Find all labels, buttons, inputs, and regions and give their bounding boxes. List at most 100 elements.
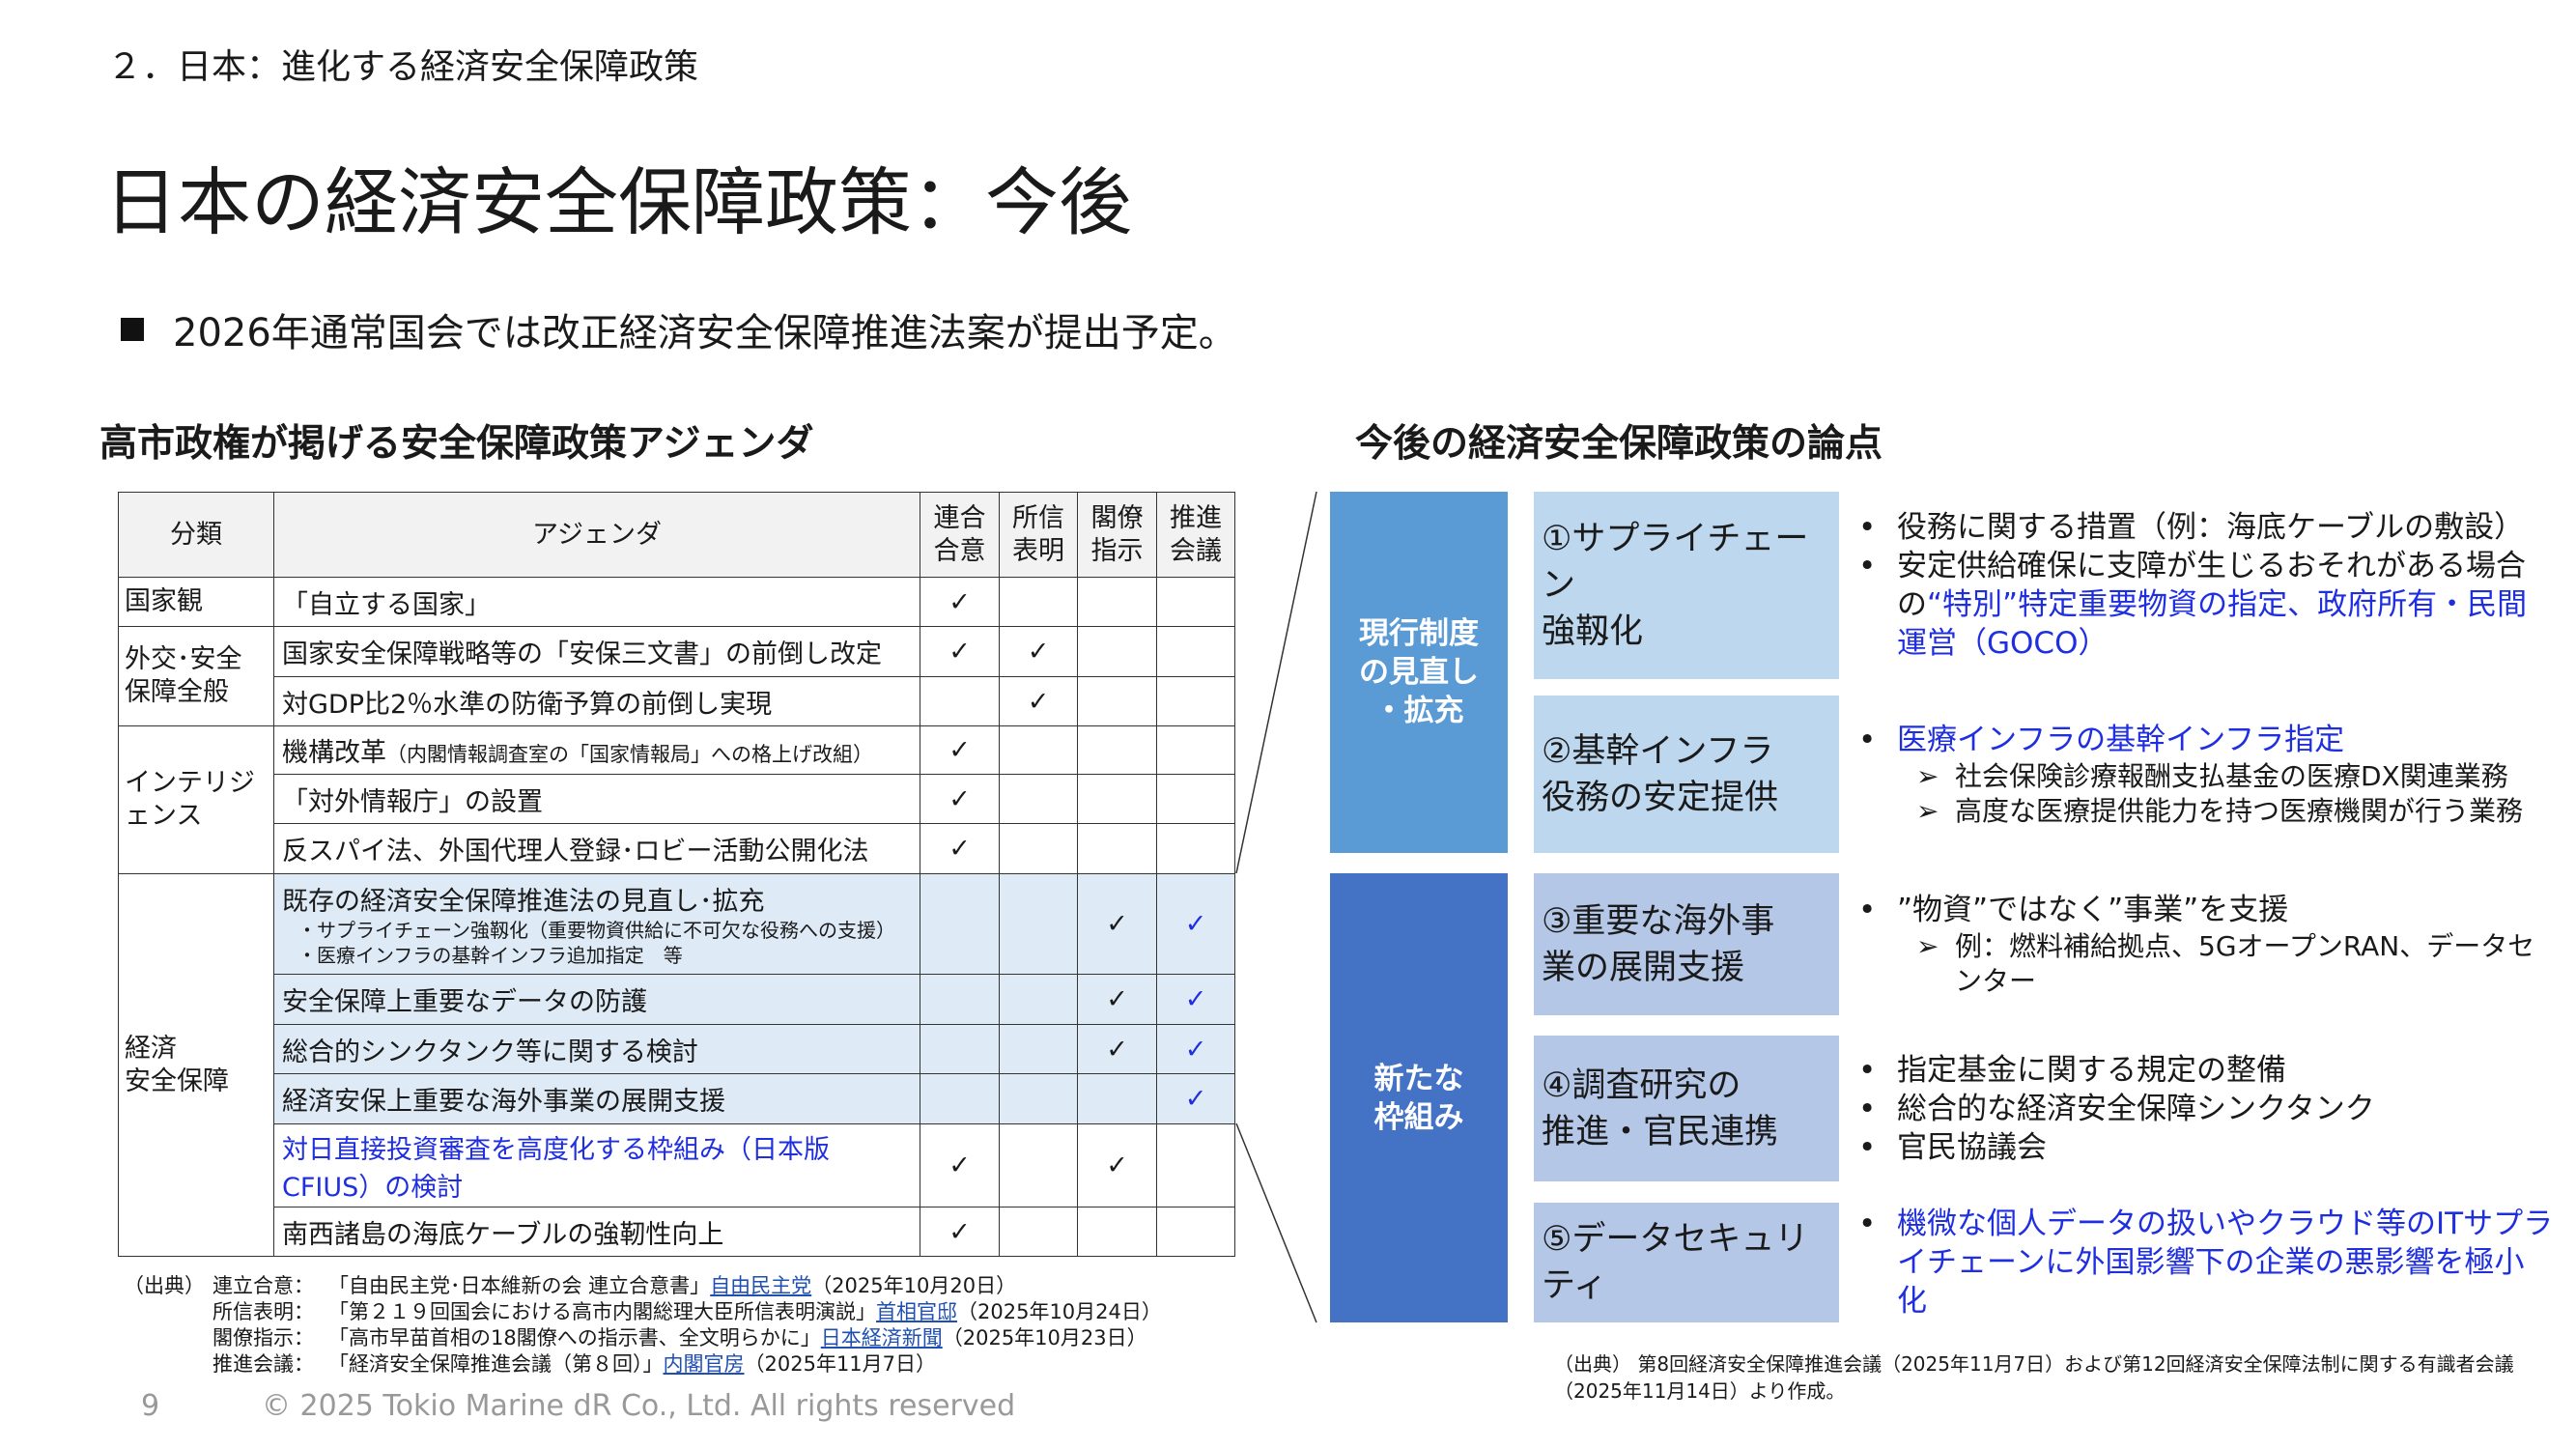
agenda-cell: 経済安保上重要な海外事業の展開支援 [273, 1073, 920, 1124]
agenda-text: 「自立する国家」 [282, 589, 491, 620]
topic-box: ⑤データセキュリティ [1534, 1203, 1839, 1322]
category-cell: 外交･安全保障全般 [118, 626, 274, 726]
check-cell: ✓ [920, 1207, 1000, 1257]
detail-bullet: ”物資”ではなく”事業”を支援 [1858, 891, 2554, 929]
check-cell [1077, 774, 1157, 824]
check-cell: ✓ [920, 626, 1000, 677]
check-cell: ✓ [999, 676, 1078, 726]
column-header: 閣僚 指示 [1077, 492, 1157, 578]
connector-bottom [1235, 1122, 1317, 1323]
detail-subitem: 社会保険診療報酬支払基金の医療DX関連業務 [1858, 759, 2554, 794]
agenda-subitem: ・サプライチェーン強靱化（重要物資供給に不可欠な役務への支援） [297, 919, 895, 942]
source-text: 「自由民主党･日本維新の会 連立合意書」 [328, 1274, 711, 1297]
topic-box: ①サプライチェーン 強靱化 [1534, 492, 1839, 679]
source-key: 閣僚指示： [212, 1326, 314, 1350]
source-text: 「高市早苗首相の18閣僚への指示書、全文明らかに」 [328, 1326, 821, 1350]
agenda-cell: 既存の経済安全保障推進法の見直し･拡充 ・サプライチェーン強靱化（重要物資供給に不… [273, 873, 920, 975]
agenda-text: 経済安保上重要な海外事業の展開支援 [282, 1087, 725, 1117]
check-cell [999, 1207, 1078, 1257]
group-new-framework: 新たな 枠組み [1330, 873, 1508, 1322]
left-sources: （出典） 連立合意： 「自由民主党･日本維新の会 連立合意書」 自由民主党 （2025年… [124, 1273, 1162, 1378]
agenda-text: 国家安全保障戦略等の「安保三文書」の前倒し改定 [282, 639, 882, 669]
detail-text: 役務に関する措置（例：海底ケーブルの敷設） [1897, 510, 2525, 545]
copyright: © 2025 Tokio Marine dR Co., Ltd. All rig… [262, 1389, 1016, 1423]
topic-box: ②基幹インフラ 役務の安定提供 [1534, 696, 1839, 853]
detail-text: 総合的な経済安全保障シンクタンク [1897, 1091, 2375, 1126]
table-row: 外交･安全保障全般 国家安全保障戦略等の「安保三文書」の前倒し改定 ✓ ✓ [118, 626, 1235, 726]
detail-highlight: 医療インフラの基幹インフラ指定 [1897, 722, 2345, 757]
source-row: 推進会議： 「経済安全保障推進会議（第８回）」 内閣官房 （2025年11月7日） [124, 1351, 1162, 1378]
check-cell [1077, 1073, 1157, 1124]
check-cell: ✓ [1077, 1123, 1157, 1208]
page-title: 日本の経済安全保障政策：今後 [104, 159, 1132, 245]
table-row: 安全保障上重要なデータの防護 ✓ ✓ [119, 974, 1235, 1025]
category-cell: インテリジェンス [118, 725, 274, 874]
connector-top [1235, 491, 1317, 874]
source-row: 所信表明： 「第２１９回国会における高市内閣総理大臣所信表明演説」 首相官邸 （202… [124, 1299, 1162, 1325]
detail-subitem: 例：燃料補給拠点、5GオープンRAN、データセンター [1858, 929, 2554, 999]
check-cell: ✓ [920, 725, 1000, 775]
check-cell [1156, 626, 1235, 677]
check-cell: ✓ [1156, 974, 1235, 1025]
check-cell: ✓ [1156, 873, 1235, 975]
agenda-cell: 「対外情報庁」の設置 [273, 774, 920, 824]
agenda-text: 南西諸島の海底ケーブルの強靭性向上 [282, 1219, 724, 1250]
detail-bullet: 総合的な経済安全保障シンクタンク [1858, 1090, 2554, 1128]
agenda-cell: 機構改革（内閣情報調査室の「国家情報局」への格上げ改組） [273, 725, 920, 775]
agenda-text: 「対外情報庁」の設置 [282, 786, 543, 817]
check-cell [1156, 577, 1235, 627]
table-row: 反スパイ法、外国代理人登録･ロビー活動公開化法 ✓ [119, 823, 1235, 874]
lead-text: 2026年通常国会では改正経済安全保障推進法案が提出予定。 [173, 311, 1237, 355]
source-key: 所信表明： [212, 1300, 314, 1323]
source-link[interactable]: 内閣官房 [663, 1352, 745, 1376]
source-link[interactable]: 日本経済新聞 [820, 1326, 943, 1350]
check-cell: ✓ [920, 577, 1000, 627]
agenda-cell: 「自立する国家」 [273, 577, 920, 627]
topic-details: 機微な個人データの扱いやクラウド等のITサプライチェーンに外国影響下の企業の悪影… [1858, 1203, 2554, 1322]
check-cell [999, 873, 1078, 975]
agenda-text: 安全保障上重要なデータの防護 [282, 987, 647, 1017]
topic-box: ④調査研究の 推進・官民連携 [1534, 1036, 1839, 1181]
check-cell [920, 974, 1000, 1025]
source-text: 「経済安全保障推進会議（第８回）」 [328, 1352, 664, 1376]
source-row: 閣僚指示： 「高市早苗首相の18閣僚への指示書、全文明らかに」 日本経済新聞 （202… [124, 1325, 1162, 1351]
check-cell [999, 774, 1078, 824]
source-date: （2025年10月24日） [957, 1300, 1162, 1323]
source-link[interactable]: 首相官邸 [876, 1300, 957, 1323]
agenda-cell: 南西諸島の海底ケーブルの強靭性向上 [273, 1207, 920, 1257]
check-cell [920, 1073, 1000, 1124]
detail-text: 安定供給確保に支障が生じるおそれがある場合の [1897, 549, 2526, 622]
source-key: 連立合意： [212, 1274, 314, 1297]
check-cell [1077, 626, 1157, 677]
check-cell: ✓ [920, 1123, 1000, 1208]
detail-highlight: “特別”特定重要物資の指定、政府所有・民間運営（GOCO） [1897, 587, 2528, 661]
square-bullet-icon [121, 318, 144, 341]
agenda-text: 既存の経済安全保障推進法の見直し･拡充 [282, 887, 765, 917]
agenda-text: 機構改革 [282, 738, 386, 768]
check-cell: ✓ [1156, 1024, 1235, 1074]
check-cell: ✓ [920, 774, 1000, 824]
check-cell [999, 974, 1078, 1025]
check-cell: ✓ [1077, 974, 1157, 1025]
topic-box: ③重要な海外事 業の展開支援 [1534, 873, 1839, 1015]
table-row: 「対外情報庁」の設置 ✓ [119, 774, 1235, 824]
section-label: ２．日本：進化する経済安全保障政策 [107, 47, 699, 87]
agenda-cell: 国家安全保障戦略等の「安保三文書」の前倒し改定 [273, 626, 920, 677]
detail-bullet: 安定供給確保に支障が生じるおそれがある場合の“特別”特定重要物資の指定、政府所有… [1858, 547, 2554, 663]
lead-bullet: 2026年通常国会では改正経済安全保障推進法案が提出予定。 [121, 301, 1237, 357]
detail-text: 官民協議会 [1897, 1129, 2047, 1165]
source-link[interactable]: 自由民主党 [710, 1274, 812, 1297]
column-header: 連合 合意 [920, 492, 1000, 578]
source-date: （2025年10月23日） [942, 1326, 1147, 1350]
table-row: 経済 安全保障 既存の経済安全保障推進法の見直し･拡充 ・サプライチェーン強靱化（重… [118, 873, 1235, 1257]
group-current-system: 現行制度 の見直し ・拡充 [1330, 492, 1508, 853]
check-cell [999, 1024, 1078, 1074]
table-row: 南西諸島の海底ケーブルの強靭性向上 ✓ [119, 1207, 1235, 1257]
agenda-cell: 対GDP比2％水準の防衛予算の前倒し実現 [273, 676, 920, 726]
check-cell [999, 1123, 1078, 1208]
source-row: （出典） 連立合意： 「自由民主党･日本維新の会 連立合意書」 自由民主党 （2025年… [124, 1273, 1162, 1299]
agenda-subitem: ・医療インフラの基幹インフラ追加指定 等 [297, 944, 683, 967]
check-cell [1156, 725, 1235, 775]
check-cell [1156, 823, 1235, 874]
agenda-text: 反スパイ法、外国代理人登録･ロビー活動公開化法 [282, 837, 869, 867]
